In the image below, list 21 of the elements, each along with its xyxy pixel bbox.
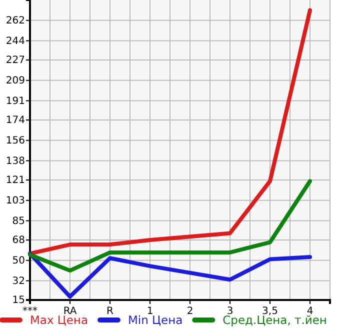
y-tick-label: 156: [6, 136, 25, 147]
x-tick-label: R: [106, 306, 114, 318]
x-tick-label: 3,5: [262, 306, 278, 318]
y-tick-label: 191: [6, 96, 25, 107]
y-tick-label: 50: [12, 256, 25, 267]
y-tick-label: 85: [12, 216, 25, 227]
x-tick-label: 2: [186, 306, 194, 318]
y-tick-label: 262: [6, 16, 25, 27]
y-tick-label: 209: [6, 76, 25, 87]
line-series: [28, 179, 312, 273]
y-tick-label: 121: [6, 175, 25, 186]
line-series: [28, 252, 312, 299]
y-tick-label: 103: [6, 196, 25, 207]
y-tick-label: 15: [12, 295, 25, 306]
line-series: [28, 8, 312, 256]
y-tick-label: 68: [12, 235, 25, 246]
y-tick-label: 138: [6, 156, 25, 167]
y-tick-label: 32: [12, 276, 25, 287]
y-tick-label: 227: [6, 55, 25, 66]
y-tick-label: 244: [6, 36, 25, 47]
y-tick-label: 174: [6, 115, 25, 126]
